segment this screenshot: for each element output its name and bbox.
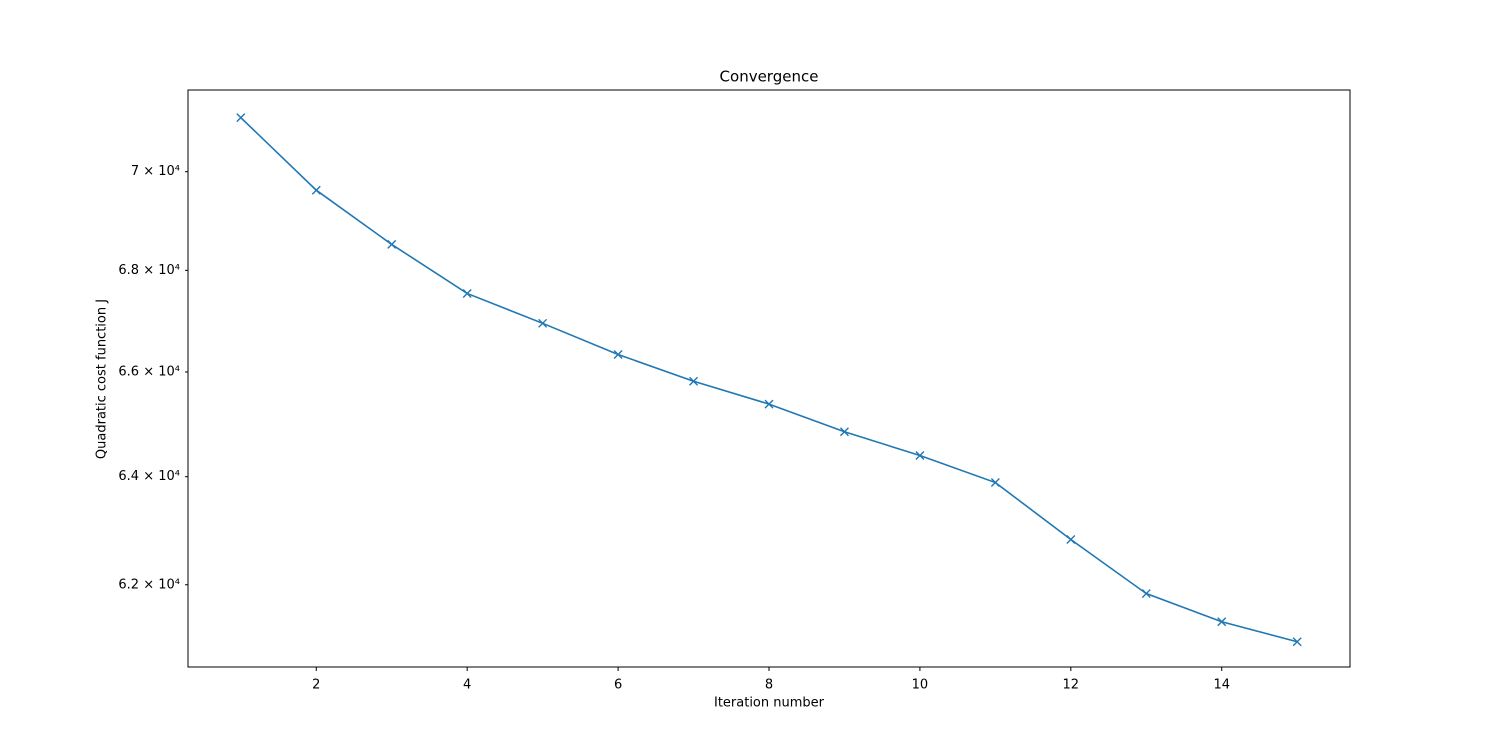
x-tick-label: 10 [912, 678, 929, 693]
x-tick-label: 4 [463, 678, 471, 693]
data-marker [689, 376, 699, 386]
y-tick-label: 7 × 10⁴ [131, 164, 180, 179]
data-marker [990, 478, 1000, 488]
x-tick-label: 2 [312, 678, 320, 693]
y-axis-label: Quadratic cost function J [95, 299, 110, 459]
plot-frame [187, 89, 1351, 668]
data-marker [1066, 535, 1076, 544]
y-tick-label: 6.8 × 10⁴ [118, 263, 180, 278]
x-tick-label: 14 [1213, 678, 1230, 693]
data-marker [839, 427, 849, 437]
x-axis-label: Iteration number [714, 696, 825, 711]
y-tick-label: 6.2 × 10⁴ [118, 577, 180, 592]
chart-title: Convergence [720, 68, 819, 86]
y-tick-label: 6.6 × 10⁴ [118, 364, 180, 379]
data-marker [915, 450, 925, 460]
data-marker [462, 288, 472, 298]
data-marker [764, 399, 774, 409]
y-tick-label: 6.4 × 10⁴ [118, 469, 180, 484]
data-line [240, 117, 1298, 643]
data-marker [236, 113, 246, 123]
x-tick-label: 12 [1063, 678, 1080, 693]
data-marker [613, 349, 623, 359]
data-marker [311, 185, 321, 195]
data-marker [1141, 589, 1151, 599]
x-tick-label: 8 [765, 678, 773, 693]
x-tick-label: 6 [614, 678, 622, 693]
data-marker [538, 318, 548, 328]
data-marker [1217, 617, 1227, 627]
data-marker [1292, 637, 1302, 647]
data-marker [387, 239, 397, 249]
